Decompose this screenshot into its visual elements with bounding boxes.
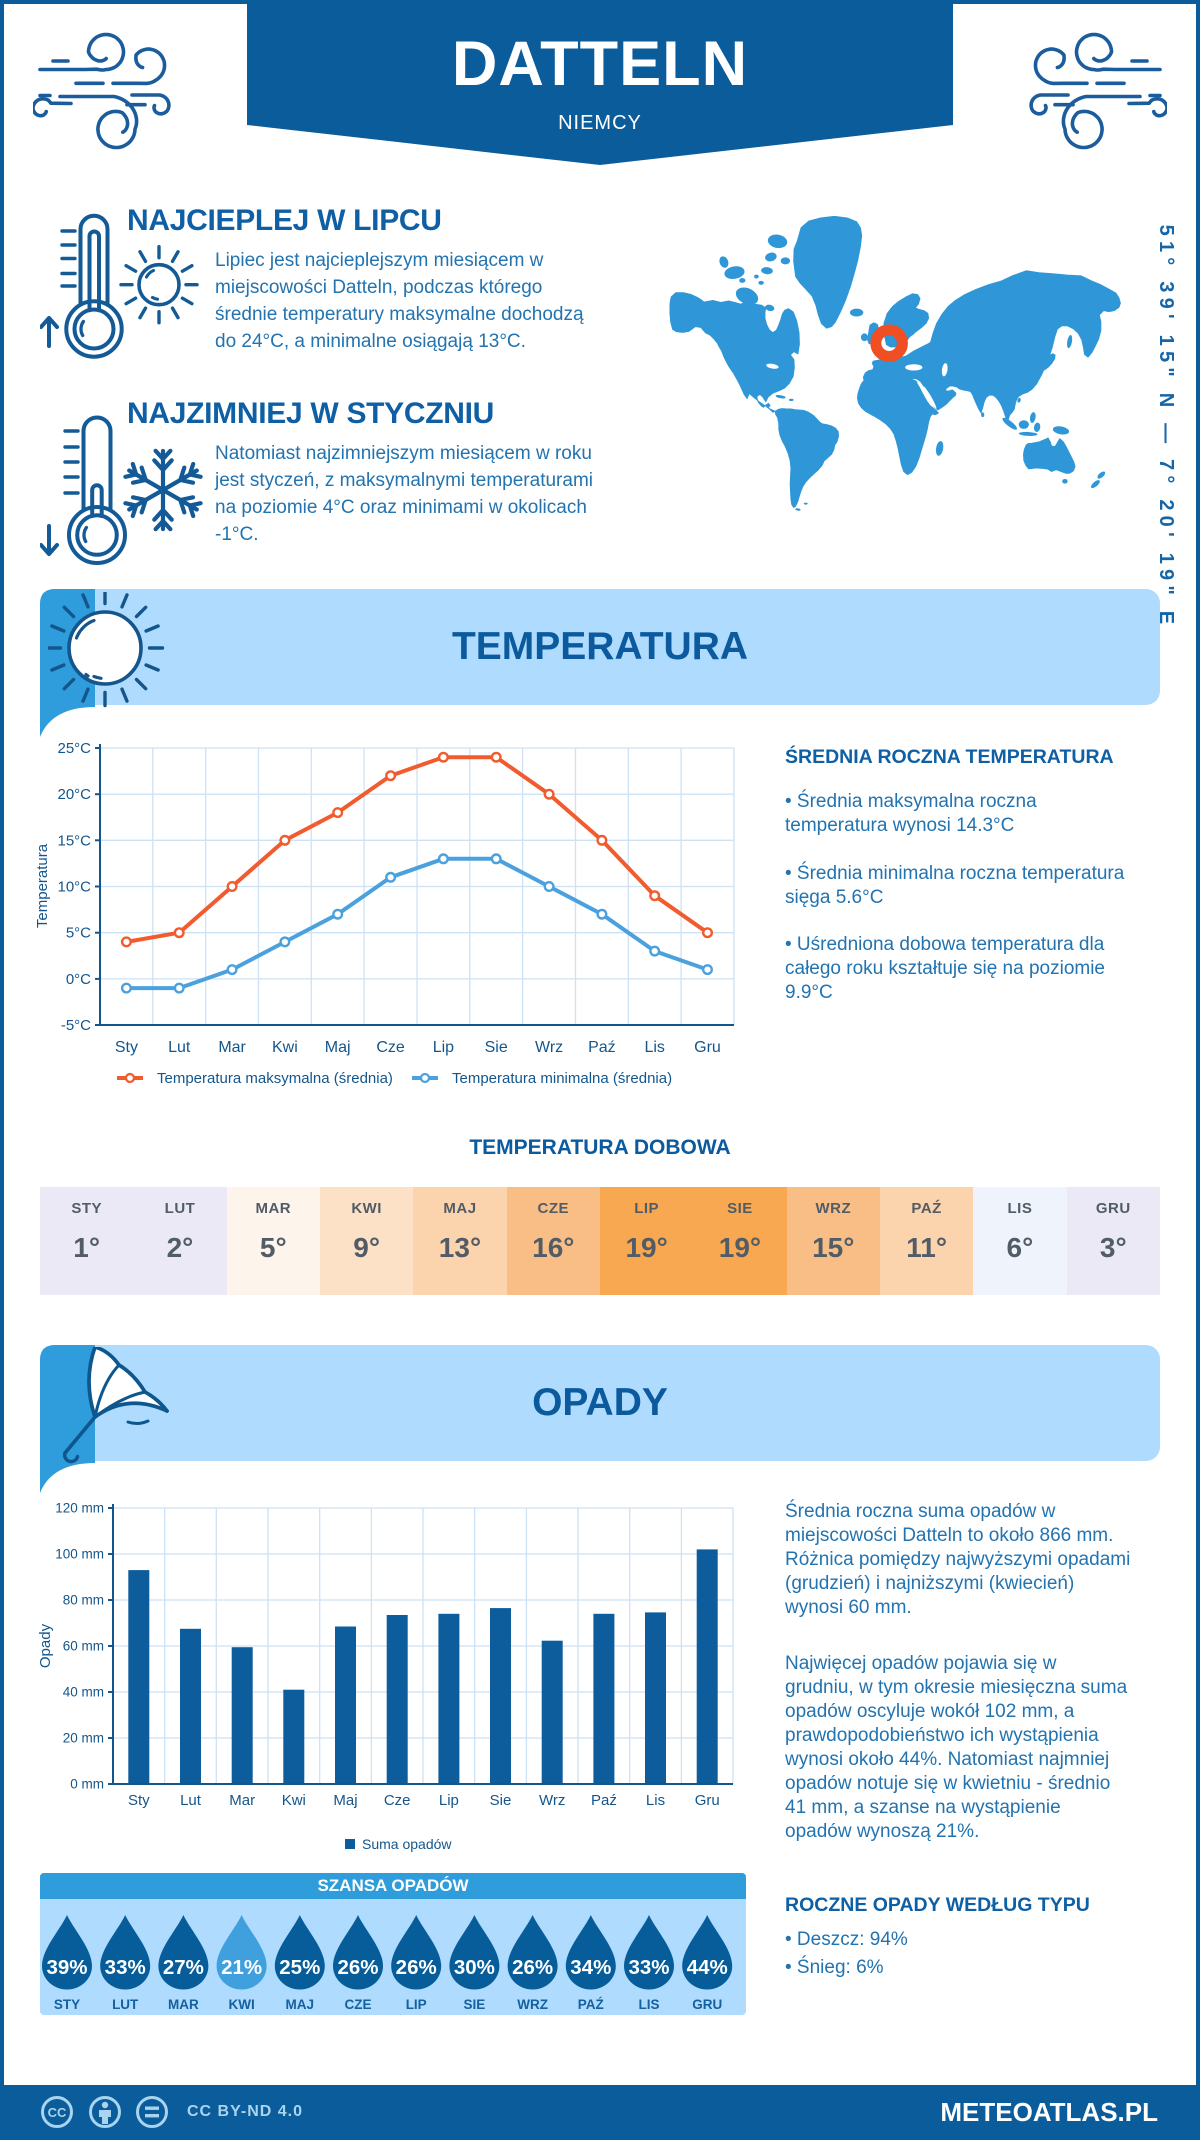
svg-text:120 mm: 120 mm	[55, 1501, 104, 1516]
svg-text:Lis: Lis	[644, 1039, 664, 1056]
svg-text:40 mm: 40 mm	[63, 1685, 104, 1700]
svg-text:CZE: CZE	[345, 1997, 372, 2012]
svg-text:Mar: Mar	[229, 1792, 255, 1809]
svg-text:Suma opadów: Suma opadów	[362, 1836, 452, 1852]
svg-text:MAR: MAR	[168, 1997, 199, 2012]
svg-text:33%: 33%	[105, 1956, 146, 1979]
svg-text:CC: CC	[48, 2105, 67, 2120]
svg-text:Wrz: Wrz	[535, 1039, 563, 1056]
svg-text:Kwi: Kwi	[272, 1039, 298, 1056]
svg-text:WRZ: WRZ	[517, 1997, 548, 2012]
svg-text:Gru: Gru	[694, 1039, 721, 1056]
svg-text:PAŹ: PAŹ	[578, 1997, 604, 2012]
svg-text:LIP: LIP	[406, 1997, 427, 2012]
svg-text:26%: 26%	[512, 1956, 553, 1979]
svg-text:25%: 25%	[279, 1956, 320, 1979]
svg-text:-5°C: -5°C	[61, 1017, 91, 1034]
svg-text:Temperatura minimalna (średnia: Temperatura minimalna (średnia)	[452, 1070, 672, 1087]
svg-text:Lip: Lip	[433, 1039, 454, 1056]
svg-text:Wrz: Wrz	[539, 1792, 565, 1809]
svg-text:Opady: Opady	[37, 1623, 54, 1668]
svg-text:5°C: 5°C	[66, 925, 91, 942]
svg-text:Sie: Sie	[490, 1792, 512, 1809]
svg-text:Kwi: Kwi	[282, 1792, 306, 1809]
svg-text:0°C: 0°C	[66, 971, 91, 988]
svg-text:MAJ: MAJ	[286, 1997, 315, 2012]
svg-text:SIE: SIE	[464, 1997, 486, 2012]
svg-text:26%: 26%	[337, 1956, 378, 1979]
svg-text:Lis: Lis	[646, 1792, 665, 1809]
svg-text:20 mm: 20 mm	[63, 1731, 104, 1746]
svg-text:60 mm: 60 mm	[63, 1639, 104, 1654]
svg-text:30%: 30%	[454, 1956, 495, 1979]
svg-text:Mar: Mar	[218, 1039, 246, 1056]
svg-text:27%: 27%	[163, 1956, 204, 1979]
svg-text:Temperatura maksymalna (średni: Temperatura maksymalna (średnia)	[157, 1070, 393, 1087]
svg-text:Lut: Lut	[168, 1039, 191, 1056]
svg-text:34%: 34%	[570, 1956, 611, 1979]
svg-text:15°C: 15°C	[57, 832, 91, 849]
svg-text:LIS: LIS	[638, 1997, 659, 2012]
svg-text:GRU: GRU	[692, 1997, 722, 2012]
svg-text:25°C: 25°C	[57, 740, 91, 757]
svg-text:Cze: Cze	[384, 1792, 411, 1809]
svg-text:20°C: 20°C	[57, 786, 91, 803]
svg-text:Sty: Sty	[128, 1792, 150, 1809]
svg-text:KWI: KWI	[228, 1997, 254, 2012]
svg-text:Paź: Paź	[588, 1039, 616, 1056]
svg-text:26%: 26%	[396, 1956, 437, 1979]
svg-text:100 mm: 100 mm	[55, 1547, 104, 1562]
svg-text:Temperatura: Temperatura	[34, 843, 51, 928]
svg-text:Cze: Cze	[376, 1039, 405, 1056]
svg-text:Sty: Sty	[115, 1039, 138, 1056]
svg-text:80 mm: 80 mm	[63, 1593, 104, 1608]
svg-text:10°C: 10°C	[57, 879, 91, 896]
svg-text:Maj: Maj	[325, 1039, 351, 1056]
svg-text:44%: 44%	[687, 1956, 728, 1979]
svg-text:39%: 39%	[46, 1956, 87, 1979]
svg-text:STY: STY	[54, 1997, 80, 2012]
svg-text:33%: 33%	[628, 1956, 669, 1979]
svg-text:Lip: Lip	[439, 1792, 459, 1809]
svg-text:LUT: LUT	[112, 1997, 139, 2012]
svg-text:Gru: Gru	[695, 1792, 720, 1809]
svg-text:Sie: Sie	[485, 1039, 508, 1056]
svg-text:Maj: Maj	[333, 1792, 357, 1809]
svg-text:0 mm: 0 mm	[70, 1777, 104, 1792]
svg-text:Paź: Paź	[591, 1792, 617, 1809]
svg-text:Lut: Lut	[180, 1792, 202, 1809]
svg-text:21%: 21%	[221, 1956, 262, 1979]
